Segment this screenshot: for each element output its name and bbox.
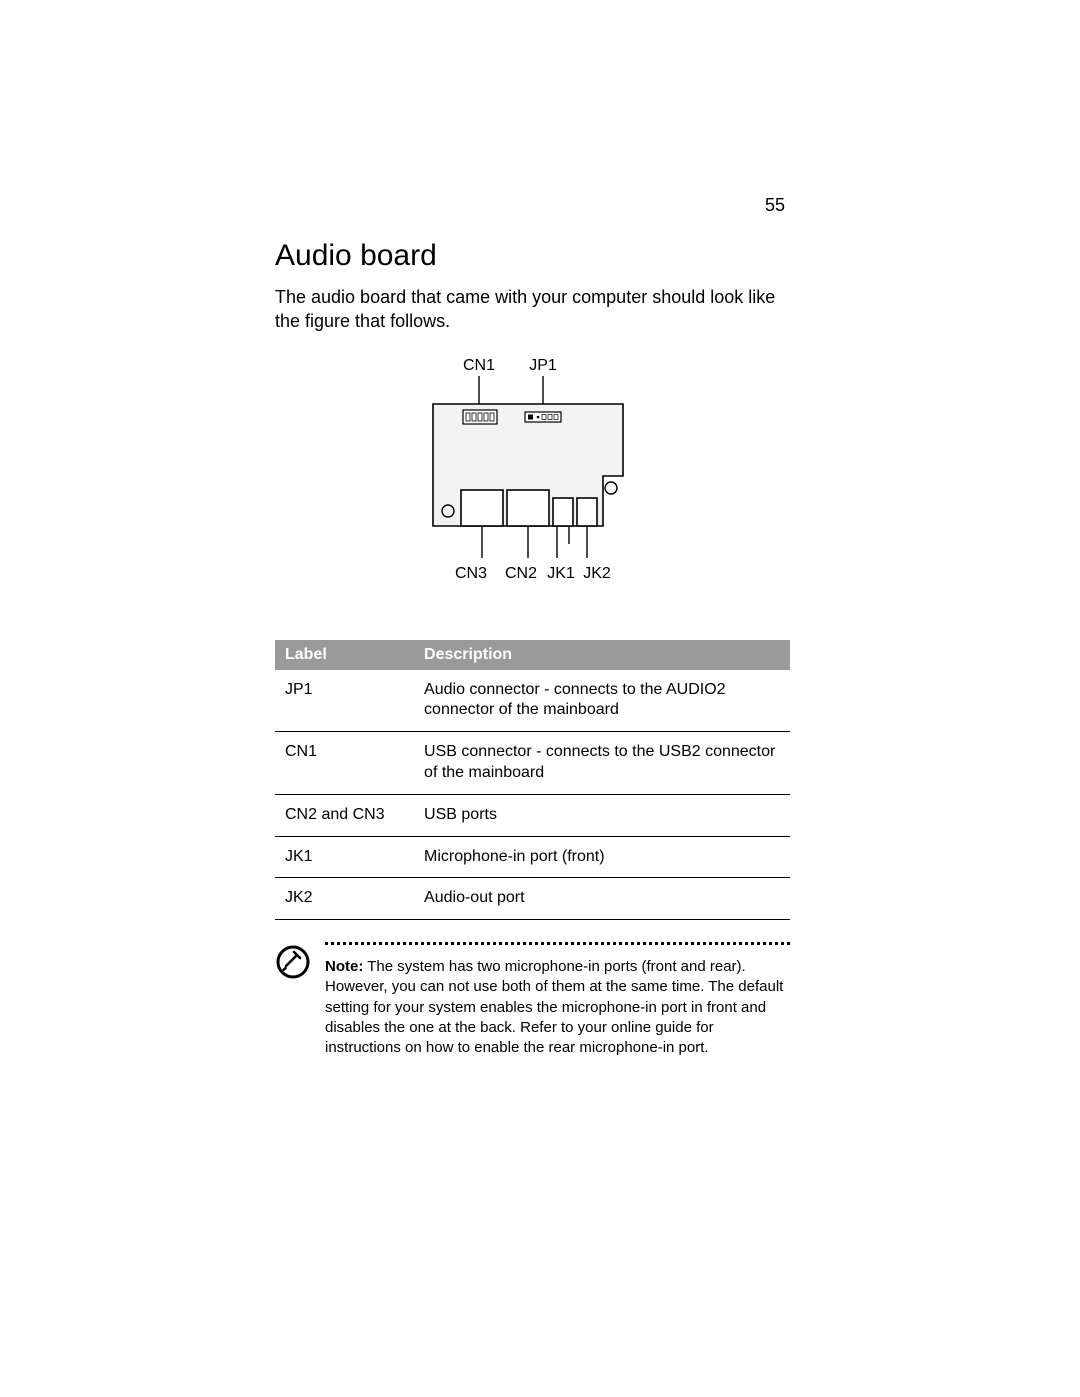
- cell-label: JP1: [275, 670, 414, 732]
- note-bold-label: Note:: [325, 958, 363, 975]
- label-cn1: CN1: [462, 357, 494, 374]
- table-row: CN1 USB connector - connects to the USB2…: [275, 732, 790, 795]
- cell-description: Audio-out port: [414, 878, 790, 920]
- table-row: JK1 Microphone-in port (front): [275, 836, 790, 878]
- connector-table: Label Description JP1 Audio connector - …: [275, 640, 790, 921]
- label-cn2: CN2: [504, 565, 536, 582]
- table-header-label: Label: [275, 640, 414, 670]
- note-block: Note: The system has two microphone-in p…: [275, 942, 790, 1058]
- port-jk2: [577, 498, 597, 526]
- label-jp1: JP1: [529, 357, 557, 374]
- cell-description: Audio connector - connects to the AUDIO2…: [414, 670, 790, 732]
- cell-description: Microphone-in port (front): [414, 836, 790, 878]
- cell-label: CN1: [275, 732, 414, 795]
- cell-label: JK2: [275, 878, 414, 920]
- label-jk2: JK2: [583, 565, 611, 582]
- table-header-description: Description: [414, 640, 790, 670]
- port-cn2: [507, 490, 549, 526]
- page-number: 55: [765, 195, 785, 216]
- note-icon: [275, 944, 311, 985]
- cell-description: USB connector - connects to the USB2 con…: [414, 732, 790, 795]
- section-heading: Audio board: [275, 239, 790, 273]
- intro-paragraph: The audio board that came with your comp…: [275, 285, 790, 334]
- cell-description: USB ports: [414, 794, 790, 836]
- audio-board-diagram: CN1 JP1: [275, 356, 790, 612]
- table-row: JP1 Audio connector - connects to the AU…: [275, 670, 790, 732]
- table-row: CN2 and CN3 USB ports: [275, 794, 790, 836]
- label-cn3: CN3: [454, 565, 486, 582]
- label-jk1: JK1: [547, 565, 575, 582]
- note-text: Note: The system has two microphone-in p…: [325, 957, 790, 1058]
- port-cn3: [461, 490, 503, 526]
- port-jk1: [553, 498, 573, 526]
- cell-label: JK1: [275, 836, 414, 878]
- table-row: JK2 Audio-out port: [275, 878, 790, 920]
- screw-hole-right: [605, 482, 617, 494]
- note-body-text: The system has two microphone-in ports (…: [325, 958, 783, 1056]
- dotted-divider: [325, 942, 790, 945]
- cell-label: CN2 and CN3: [275, 794, 414, 836]
